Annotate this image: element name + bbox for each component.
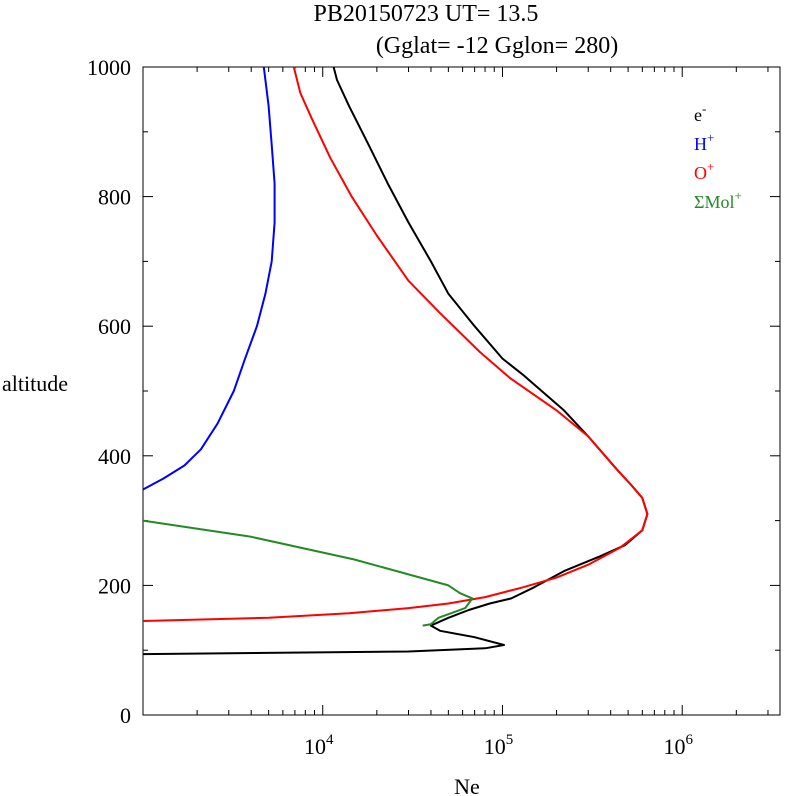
legend-entry-h: H+ bbox=[694, 130, 714, 154]
x-tick-label: 104 bbox=[304, 732, 334, 759]
legend-entry-mol: ΣMol+ bbox=[694, 188, 742, 212]
series-line-e bbox=[142, 66, 649, 656]
y-tick-label: 800 bbox=[98, 185, 131, 210]
y-tick-label: 600 bbox=[98, 314, 131, 339]
legend-entry-o: O+ bbox=[694, 159, 714, 183]
x-tick-exponent: 6 bbox=[685, 732, 693, 748]
x-axis-label: Ne bbox=[454, 774, 480, 796]
y-tick-label: 1000 bbox=[87, 55, 131, 80]
series-line-mol bbox=[142, 519, 474, 627]
y-tick-label: 400 bbox=[98, 444, 131, 469]
x-tick-base: 10 bbox=[484, 734, 506, 759]
legend-base: O bbox=[694, 163, 707, 183]
x-tick-label: 106 bbox=[663, 732, 693, 759]
y-tick-label: 0 bbox=[120, 703, 131, 728]
legend-superscript: + bbox=[707, 130, 714, 145]
legend-base: e bbox=[694, 105, 702, 125]
series-line-o bbox=[142, 66, 649, 622]
legend-superscript: - bbox=[702, 101, 706, 116]
legend: e-H+O+ΣMol+ bbox=[694, 101, 742, 212]
legend-superscript: + bbox=[734, 188, 741, 203]
y-axis-label: altitude bbox=[2, 371, 68, 396]
chart-title-line2: (Gglat= -12 Gglon= 280) bbox=[376, 33, 618, 59]
y-tick-label: 200 bbox=[98, 573, 131, 598]
series-line-h bbox=[142, 66, 276, 491]
chart-title-line1: PB20150723 UT= 13.5 bbox=[314, 1, 539, 27]
x-tick-exponent: 4 bbox=[326, 732, 334, 748]
x-tick-exponent: 5 bbox=[506, 732, 513, 748]
series-group bbox=[142, 66, 649, 656]
legend-superscript: + bbox=[707, 159, 714, 174]
legend-base: H bbox=[694, 134, 707, 154]
x-tick-base: 10 bbox=[304, 734, 326, 759]
legend-base: ΣMol bbox=[694, 192, 734, 212]
legend-entry-e: e- bbox=[694, 101, 706, 125]
x-tick-label: 105 bbox=[484, 732, 513, 759]
x-tick-base: 10 bbox=[663, 734, 685, 759]
